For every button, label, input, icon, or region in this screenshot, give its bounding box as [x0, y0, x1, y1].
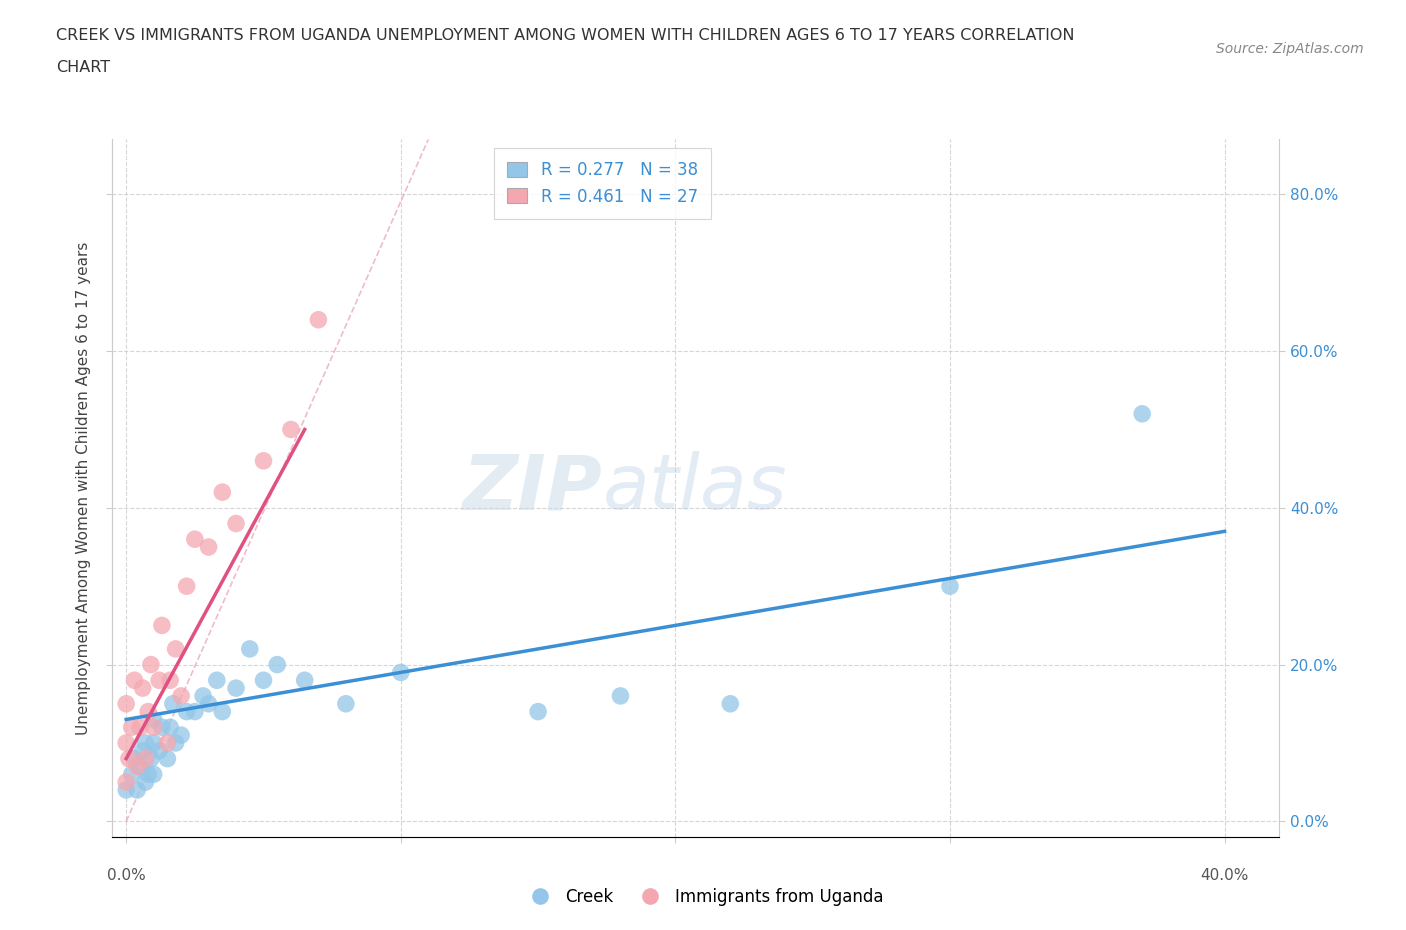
Point [134, 775, 156, 790]
Text: CHART: CHART [56, 60, 110, 75]
Point [156, 736, 179, 751]
Point [165, 642, 187, 657]
Point [129, 759, 152, 774]
Text: CREEK VS IMMIGRANTS FROM UGANDA UNEMPLOYMENT AMONG WOMEN WITH CHILDREN AGES 6 TO: CREEK VS IMMIGRANTS FROM UGANDA UNEMPLOY… [56, 28, 1074, 43]
Point [139, 751, 162, 766]
Point [156, 751, 179, 766]
Point [131, 681, 153, 696]
Text: ZIP: ZIP [463, 451, 603, 525]
Point [124, 672, 146, 687]
Text: 0.0%: 0.0% [107, 869, 146, 883]
Point [165, 736, 187, 751]
Point [609, 688, 631, 703]
Text: 40.0%: 40.0% [1201, 869, 1249, 883]
Point [252, 672, 274, 687]
Point [136, 767, 159, 782]
Point [148, 743, 170, 758]
Point [159, 720, 181, 735]
Point [211, 485, 233, 499]
Point [170, 688, 193, 703]
Point [127, 759, 149, 774]
Point [239, 642, 262, 657]
Point [191, 688, 214, 703]
Point [124, 751, 146, 766]
Point [307, 312, 329, 327]
Point [129, 720, 152, 735]
Point [150, 618, 173, 632]
Point [142, 712, 165, 727]
Point [142, 767, 165, 782]
Point [252, 454, 274, 469]
Point [266, 658, 288, 672]
Point [139, 658, 162, 672]
Point [115, 775, 138, 790]
Point [718, 697, 741, 711]
Point [162, 697, 184, 711]
Point [939, 578, 962, 593]
Point [142, 736, 165, 751]
Point [197, 539, 219, 554]
Point [159, 672, 181, 687]
Point [527, 704, 550, 719]
Point [150, 720, 173, 735]
Point [176, 704, 198, 719]
Point [134, 751, 156, 766]
Point [148, 672, 170, 687]
Y-axis label: Unemployment Among Women with Children Ages 6 to 17 years: Unemployment Among Women with Children A… [76, 242, 91, 735]
Point [197, 697, 219, 711]
Point [118, 751, 141, 766]
Legend: Creek, Immigrants from Uganda: Creek, Immigrants from Uganda [516, 881, 890, 912]
Point [131, 743, 153, 758]
Point [115, 736, 138, 751]
Point [115, 697, 138, 711]
Point [115, 782, 138, 797]
Point [294, 672, 316, 687]
Point [121, 720, 143, 735]
Point [280, 422, 302, 437]
Point [389, 665, 412, 680]
Point [142, 720, 165, 735]
Point [121, 767, 143, 782]
Point [136, 704, 159, 719]
Point [176, 578, 198, 593]
Point [225, 516, 247, 531]
Point [225, 681, 247, 696]
Text: Source: ZipAtlas.com: Source: ZipAtlas.com [1216, 42, 1364, 56]
Point [170, 727, 193, 742]
Point [1130, 406, 1153, 421]
Point [205, 672, 228, 687]
Point [184, 704, 207, 719]
Point [211, 704, 233, 719]
Point [127, 782, 149, 797]
Point [184, 532, 207, 547]
Text: atlas: atlas [603, 451, 787, 525]
Point [335, 697, 357, 711]
Point [134, 736, 156, 751]
Legend: R = 0.277   N = 38, R = 0.461   N = 27: R = 0.277 N = 38, R = 0.461 N = 27 [494, 148, 711, 219]
